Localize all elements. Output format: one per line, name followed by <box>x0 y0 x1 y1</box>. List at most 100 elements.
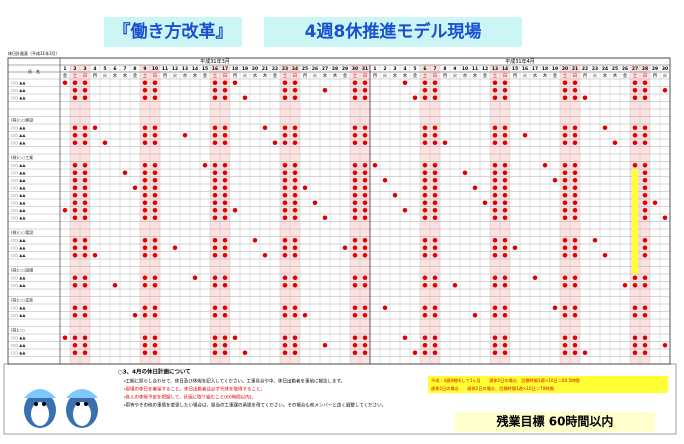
day-number: 23 <box>282 66 288 72</box>
holiday-dot <box>292 170 298 176</box>
row-label: (株)○○塗装 <box>11 296 33 302</box>
weekday: 土 <box>633 72 638 79</box>
holiday-dot <box>222 312 228 318</box>
holiday-dot <box>432 245 438 251</box>
holiday-dot <box>212 177 218 183</box>
weekday: 火 <box>243 73 248 79</box>
holiday-dot <box>572 207 578 213</box>
holiday-dot <box>222 200 228 206</box>
title-right: 4週8休推進モデル現場 <box>305 21 482 42</box>
holiday-dot <box>292 282 298 288</box>
holiday-dot <box>422 162 428 168</box>
holiday-dot <box>222 177 228 183</box>
holiday-dot <box>212 335 218 341</box>
holiday-dot <box>642 170 648 176</box>
holiday-dot <box>562 275 568 281</box>
holiday-dot <box>492 170 498 176</box>
holiday-dot <box>152 125 158 131</box>
holiday-dot <box>142 162 148 168</box>
weekday: 土 <box>493 72 498 79</box>
weekday: 日 <box>503 73 508 79</box>
holiday-dot <box>212 305 218 311</box>
holiday-dot <box>442 140 448 146</box>
holiday-dot <box>302 185 308 191</box>
holiday-dot <box>82 312 88 318</box>
holiday-dot <box>222 207 228 213</box>
holiday-dot <box>282 305 288 311</box>
holiday-dot <box>352 305 358 311</box>
holiday-dot <box>352 282 358 288</box>
holiday-dot <box>142 80 148 86</box>
holiday-dot <box>222 305 228 311</box>
row-label: ○○ ▲▲ <box>11 237 26 242</box>
holiday-dot <box>562 245 568 251</box>
holiday-dot <box>642 125 648 131</box>
day-number: 25 <box>302 66 308 72</box>
holiday-dot <box>222 162 228 168</box>
holiday-dot <box>642 350 648 356</box>
holiday-dot <box>152 200 158 206</box>
weekend-shade <box>70 65 80 364</box>
notes-item: ・現場の休日を確保すること。休日出勤者は必ず代休を取得すること。 <box>124 386 265 393</box>
weekend-shade <box>500 65 510 364</box>
holiday-dot <box>82 282 88 288</box>
holiday-dot <box>502 275 508 281</box>
holiday-dot <box>282 200 288 206</box>
day-number: 19 <box>552 66 558 72</box>
holiday-dot <box>472 185 478 191</box>
day-number: 9 <box>143 66 146 72</box>
holiday-dot <box>502 282 508 288</box>
holiday-dot <box>432 177 438 183</box>
row-label: ○○ ▲▲ <box>11 140 26 145</box>
holiday-dot <box>222 80 228 86</box>
holiday-dot <box>292 162 298 168</box>
holiday-dot <box>632 125 638 131</box>
holiday-dot <box>212 282 218 288</box>
holiday-dot <box>292 275 298 281</box>
holiday-dot <box>572 132 578 138</box>
holiday-dot <box>212 215 218 221</box>
holiday-dot <box>282 350 288 356</box>
holiday-dot <box>652 200 658 206</box>
day-number: 27 <box>632 66 638 72</box>
holiday-dot <box>352 192 358 198</box>
day-number: 26 <box>312 66 318 72</box>
holiday-dot <box>642 237 648 243</box>
holiday-dot <box>642 275 648 281</box>
holiday-dot <box>142 215 148 221</box>
holiday-dot <box>422 200 428 206</box>
weekday: 金 <box>343 72 348 79</box>
holiday-dot <box>632 80 638 86</box>
holiday-dot <box>72 185 78 191</box>
holiday-dot <box>222 95 228 101</box>
row-label: ○○ ▲▲ <box>11 80 26 85</box>
holiday-dot <box>72 342 78 348</box>
row-label: ○○ ▲▲ <box>11 350 26 355</box>
overtime-target: 残業目標 60時間以内 <box>496 414 614 429</box>
holiday-dot <box>362 245 368 251</box>
holiday-dot <box>352 177 358 183</box>
day-number: 3 <box>393 66 396 72</box>
holiday-dot <box>642 335 648 341</box>
weekday: 月 <box>653 73 658 79</box>
holiday-dot <box>402 207 408 213</box>
day-number: 11 <box>162 66 168 72</box>
holiday-dot <box>212 87 218 93</box>
holiday-dot <box>282 237 288 243</box>
holiday-dot <box>62 80 68 86</box>
holiday-dot <box>642 207 648 213</box>
holiday-dot <box>382 305 388 311</box>
holiday-dot <box>362 200 368 206</box>
holiday-dot <box>552 305 558 311</box>
holiday-dot <box>432 305 438 311</box>
holiday-dot <box>222 192 228 198</box>
holiday-dot <box>292 342 298 348</box>
holiday-dot <box>562 162 568 168</box>
holiday-dot <box>422 350 428 356</box>
weekend-shade <box>280 65 290 364</box>
holiday-dot <box>502 245 508 251</box>
holiday-dot <box>632 95 638 101</box>
yellow-note-bg <box>428 376 668 393</box>
holiday-dot <box>82 200 88 206</box>
holiday-dot <box>542 162 548 168</box>
